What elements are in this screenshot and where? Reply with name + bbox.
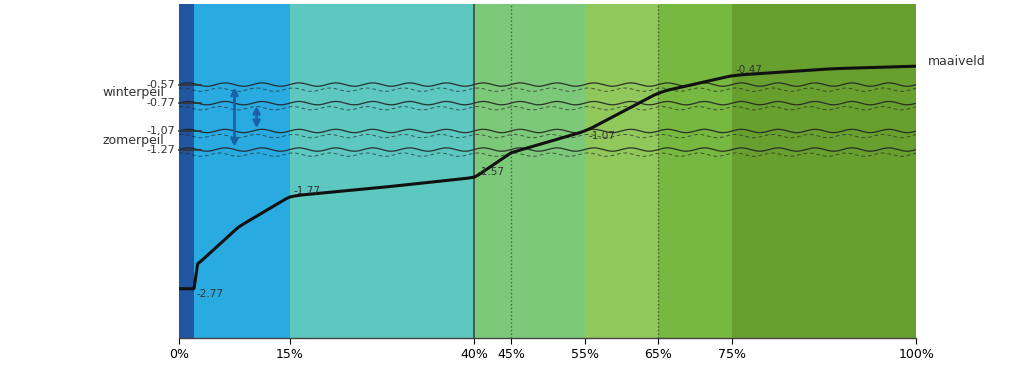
Text: -1.57: -1.57: [478, 167, 505, 177]
Text: -1.07: -1.07: [146, 126, 175, 136]
Bar: [474, 4, 585, 338]
Text: -0.47: -0.47: [736, 65, 763, 75]
Text: zomerpeil: zomerpeil: [102, 134, 165, 147]
Bar: [585, 4, 658, 338]
Text: -1.77: -1.77: [294, 186, 321, 196]
Text: -0.77: -0.77: [146, 98, 175, 108]
Bar: [194, 4, 290, 338]
Bar: [658, 4, 732, 338]
Text: winterpeil: winterpeil: [102, 86, 165, 99]
Bar: [290, 4, 474, 338]
Text: maaiveld: maaiveld: [928, 55, 985, 68]
Text: -1.27: -1.27: [146, 144, 175, 154]
Text: -0.57: -0.57: [146, 79, 175, 89]
Bar: [732, 4, 916, 338]
Bar: [179, 4, 194, 338]
Text: -2.77: -2.77: [197, 289, 223, 299]
Text: -1.07: -1.07: [589, 131, 615, 141]
